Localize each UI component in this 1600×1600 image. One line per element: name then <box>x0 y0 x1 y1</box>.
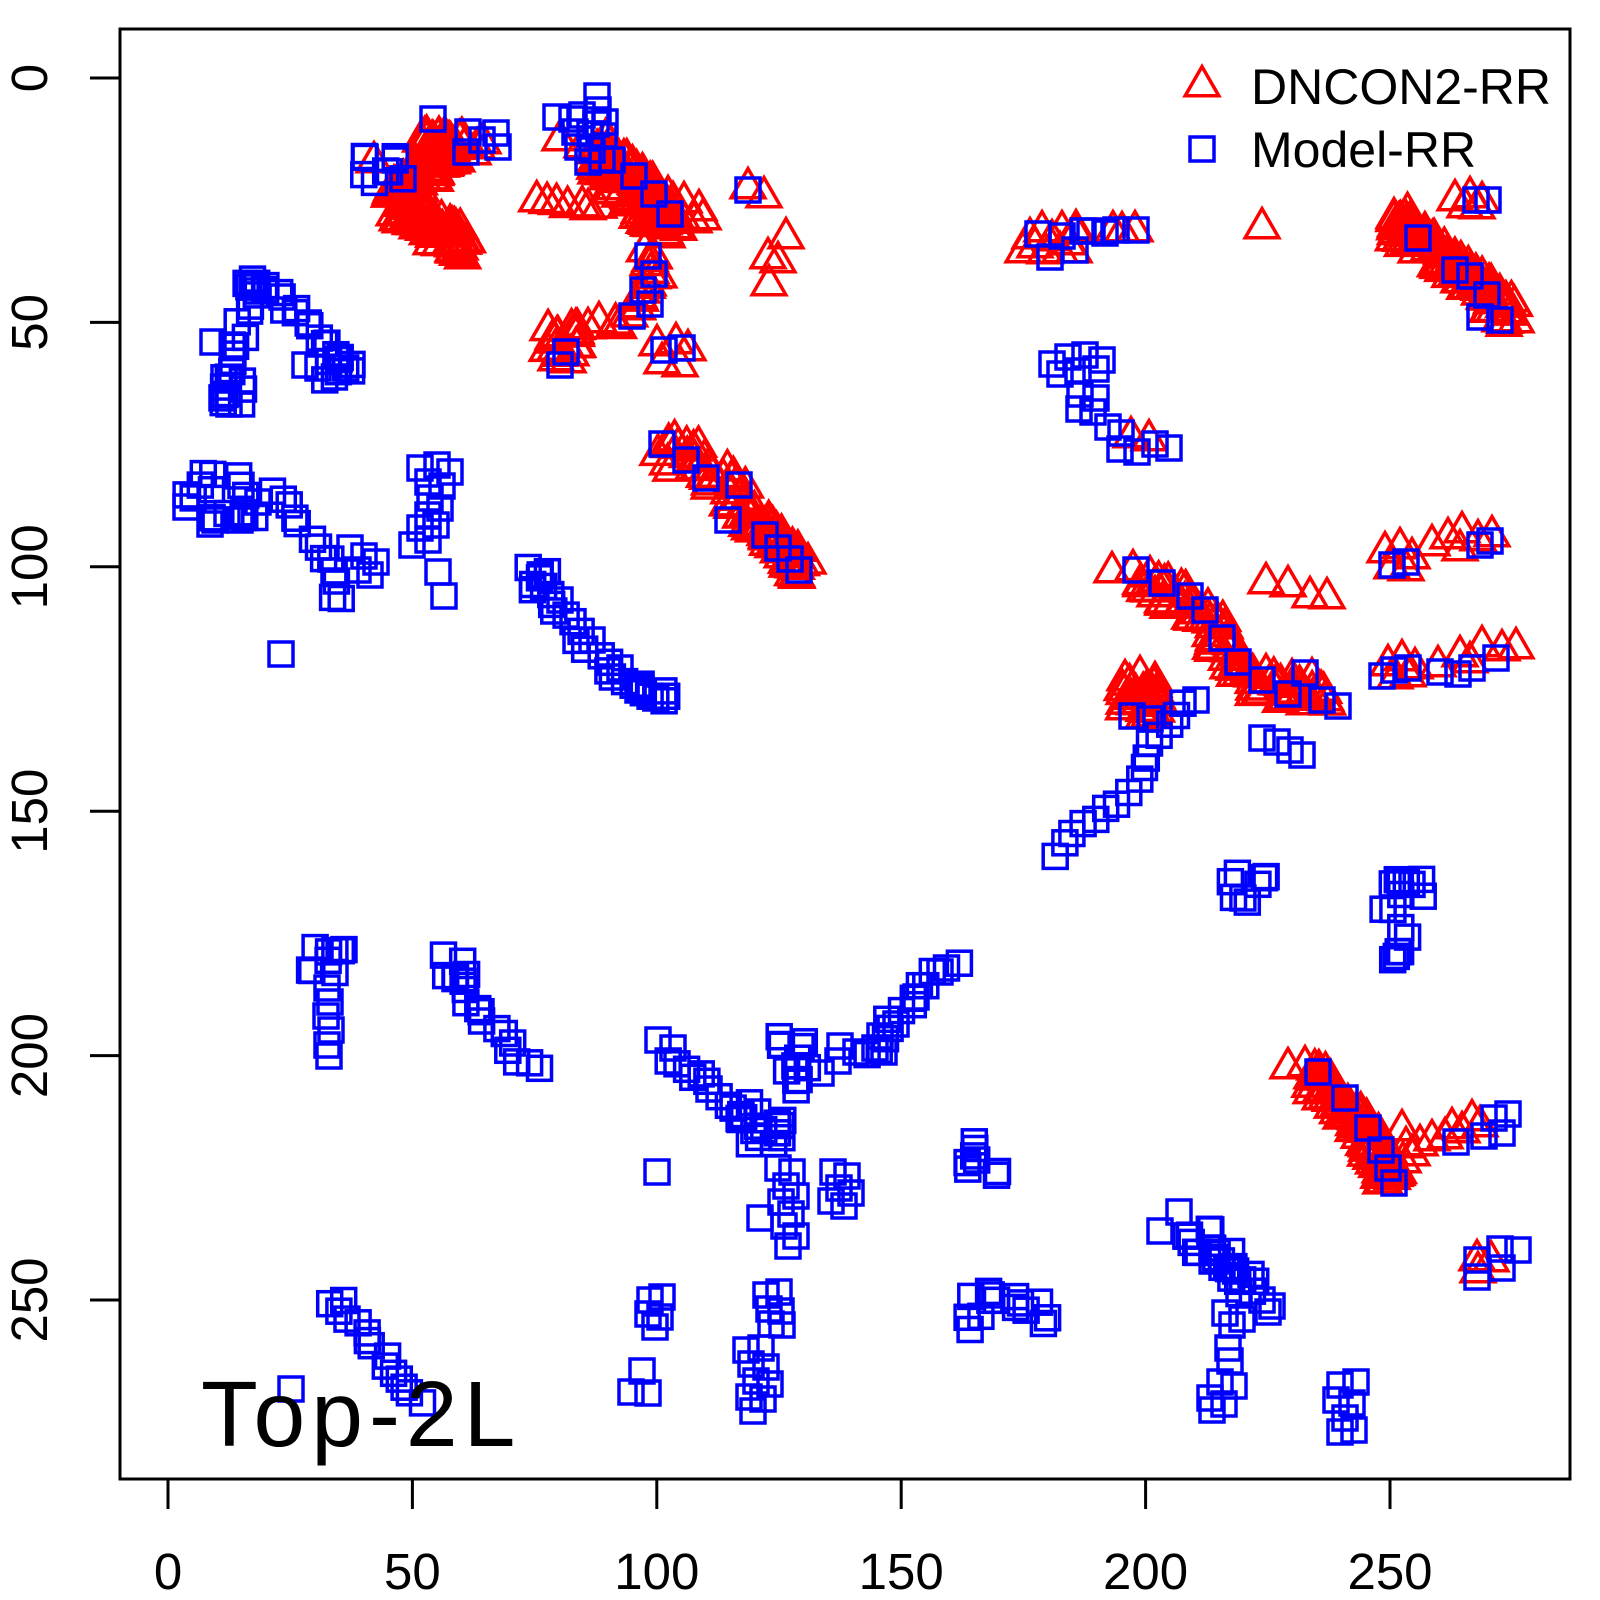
svg-text:150: 150 <box>1 769 58 854</box>
svg-text:200: 200 <box>1103 1543 1188 1600</box>
svg-text:50: 50 <box>1 294 58 351</box>
svg-text:200: 200 <box>1 1013 58 1098</box>
svg-text:250: 250 <box>1 1257 58 1342</box>
svg-text:250: 250 <box>1347 1543 1432 1600</box>
svg-text:100: 100 <box>614 1543 699 1600</box>
svg-text:Top-2L: Top-2L <box>201 1362 521 1466</box>
svg-text:Model-RR: Model-RR <box>1251 122 1476 178</box>
svg-text:0: 0 <box>154 1543 182 1600</box>
svg-text:DNCON2-RR: DNCON2-RR <box>1251 59 1551 115</box>
svg-text:100: 100 <box>1 524 58 609</box>
svg-text:150: 150 <box>859 1543 944 1600</box>
svg-text:50: 50 <box>384 1543 441 1600</box>
svg-text:0: 0 <box>1 64 58 92</box>
